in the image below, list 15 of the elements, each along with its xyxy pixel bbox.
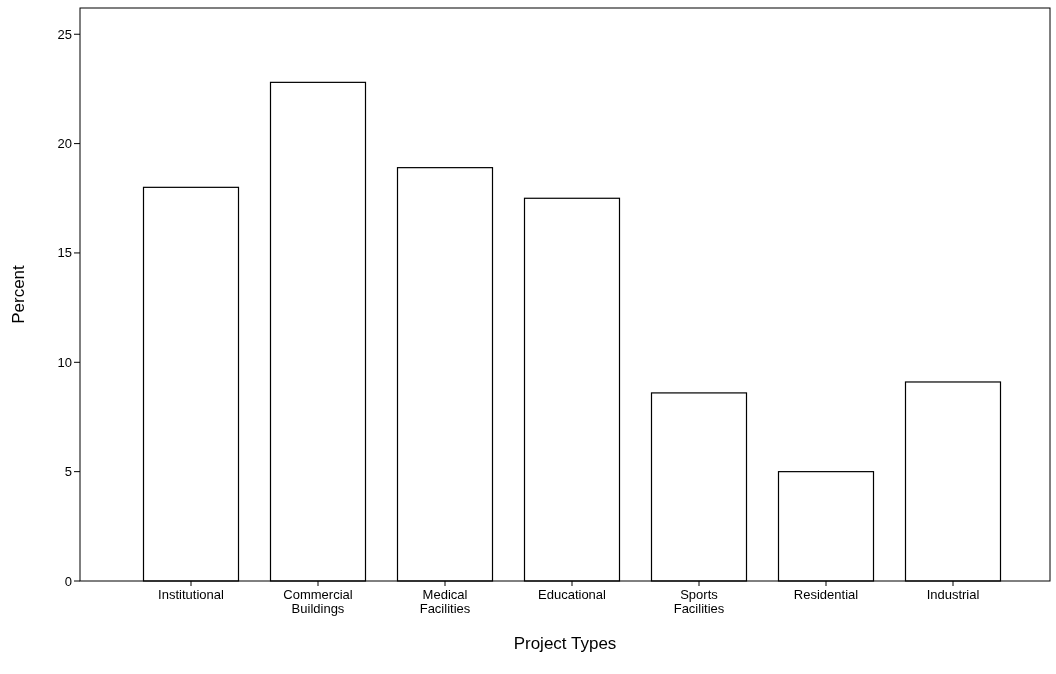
- y-tick-label: 10: [57, 354, 72, 370]
- y-tick-label: 0: [64, 573, 72, 589]
- y-tick-label: 25: [57, 26, 72, 42]
- y-tick-label: 5: [64, 464, 72, 480]
- y-axis-title: Percent: [9, 264, 28, 324]
- x-tick-label: Educational: [538, 587, 607, 602]
- x-tick-label: Medical Facilities: [419, 587, 471, 616]
- y-tick-label: 15: [57, 245, 72, 261]
- x-tick-label: Institutional: [158, 587, 224, 602]
- x-tick-label: Industrial: [926, 587, 980, 602]
- x-tick-label: Sports Facilities: [673, 587, 725, 616]
- x-tick-label: Commercial Buildings: [283, 587, 353, 616]
- x-axis-title: Project Types: [513, 634, 617, 653]
- y-tick-label: 20: [57, 136, 72, 152]
- x-tick-label: Residential: [793, 587, 859, 602]
